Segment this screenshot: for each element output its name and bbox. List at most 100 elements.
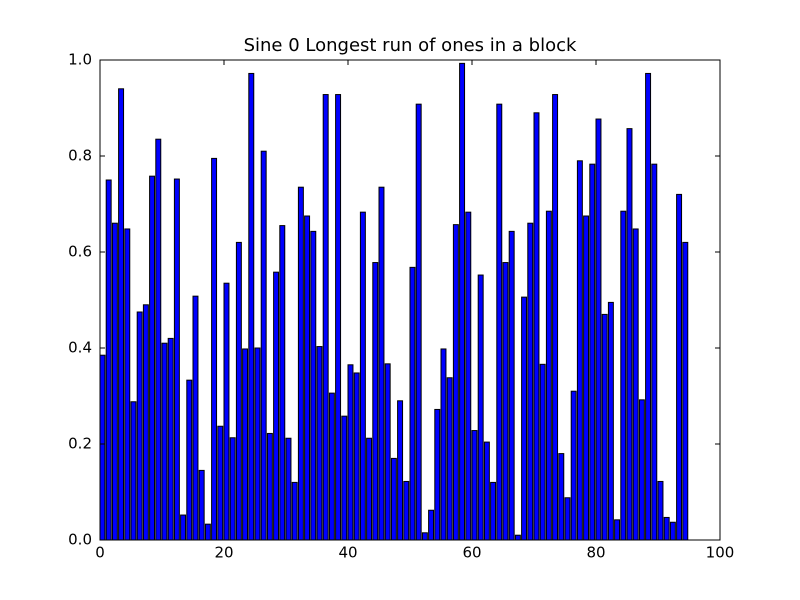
x-tick-label: 100 [706, 544, 735, 562]
bar [310, 230, 317, 541]
y-tick-label: 0.2 [68, 435, 92, 453]
bar [663, 516, 670, 541]
bar [570, 390, 577, 541]
bar [651, 163, 658, 541]
bar [428, 509, 435, 541]
x-tick-label: 40 [338, 544, 357, 562]
bar [490, 481, 497, 541]
bar [545, 210, 552, 541]
bar [173, 178, 180, 541]
bar [297, 186, 304, 541]
bar [254, 347, 261, 541]
bar [459, 62, 466, 541]
y-tick-label: 0.4 [68, 339, 92, 357]
bar [607, 301, 614, 541]
bar [192, 295, 199, 541]
bar [508, 230, 515, 541]
bar [620, 210, 627, 541]
bar [291, 481, 298, 541]
bar [483, 441, 490, 541]
bar [304, 215, 311, 541]
bar [477, 274, 484, 541]
bar [359, 211, 366, 541]
y-tick-label: 0.0 [68, 531, 92, 549]
bar [539, 363, 546, 541]
y-tick-label: 1.0 [68, 51, 92, 69]
bar [347, 364, 354, 541]
bar [669, 521, 676, 541]
bar [521, 296, 528, 541]
bar [645, 72, 652, 541]
bar [595, 118, 602, 541]
bar [242, 348, 249, 541]
bar [434, 408, 441, 541]
bar [161, 342, 168, 541]
bar [452, 224, 459, 541]
bar [335, 94, 342, 541]
chart-title: Sine 0 Longest run of ones in a block [244, 35, 577, 56]
bar [285, 437, 292, 541]
bar [471, 430, 478, 541]
bar [316, 346, 323, 541]
bar [235, 241, 242, 541]
x-tick-label: 0 [95, 544, 105, 562]
bar [223, 282, 230, 541]
bar [496, 103, 503, 541]
bar [576, 160, 583, 541]
bar [198, 469, 205, 541]
bar [279, 225, 286, 541]
bar [229, 437, 236, 541]
bar [167, 337, 174, 541]
bar [415, 103, 422, 541]
bar [657, 480, 664, 541]
bar [372, 262, 379, 541]
bar [155, 138, 162, 541]
bar [583, 215, 590, 541]
bar [341, 415, 348, 541]
bar [676, 193, 683, 541]
bar [180, 514, 187, 541]
bar [465, 211, 472, 541]
bar [533, 112, 540, 541]
bar [217, 425, 224, 541]
x-tick-label: 60 [462, 544, 481, 562]
bar [378, 186, 385, 541]
bar [328, 392, 335, 541]
bar [514, 534, 521, 541]
bar [124, 228, 131, 541]
bar [558, 453, 565, 541]
bar [446, 377, 453, 541]
bar [589, 163, 596, 541]
bar [248, 72, 255, 541]
y-tick-label: 0.6 [68, 243, 92, 261]
x-tick-label: 80 [586, 544, 605, 562]
bar [111, 222, 118, 541]
bar [440, 348, 447, 541]
bar [397, 400, 404, 541]
bar [552, 94, 559, 541]
bar [99, 354, 106, 541]
bar [614, 519, 621, 541]
bar [273, 271, 280, 541]
y-tick-label: 0.8 [68, 147, 92, 165]
bar [353, 372, 360, 541]
bar [322, 94, 329, 541]
plot-frame [99, 59, 721, 541]
bar [211, 157, 218, 541]
bar [384, 363, 391, 541]
x-tick-label: 20 [214, 544, 233, 562]
bar [266, 432, 273, 541]
bar [130, 401, 137, 541]
bar [390, 457, 397, 541]
bar [502, 262, 509, 541]
bar [638, 399, 645, 541]
bar [403, 480, 410, 541]
bar [632, 228, 639, 541]
bar [626, 128, 633, 541]
bar [204, 523, 211, 541]
bar [136, 311, 143, 541]
bar [149, 175, 156, 541]
bar [366, 437, 373, 541]
bar [682, 241, 689, 541]
